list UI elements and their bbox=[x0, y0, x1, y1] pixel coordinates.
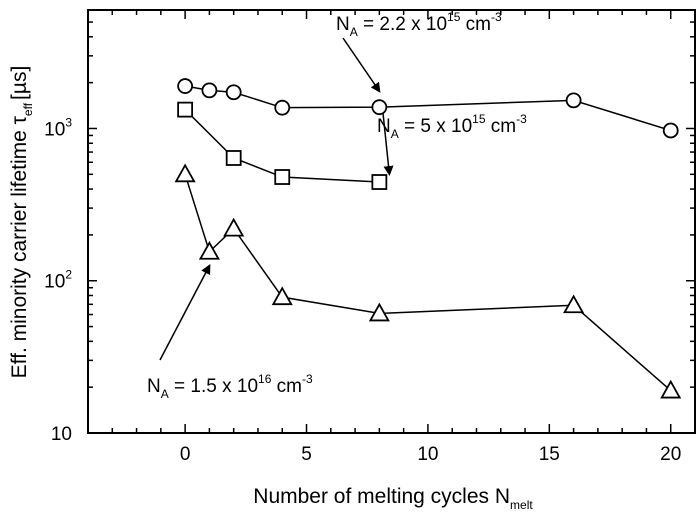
data-point bbox=[371, 99, 388, 116]
data-point bbox=[201, 82, 218, 99]
x-tick-label: 0 bbox=[180, 444, 191, 465]
annotation-label: NA = 5 x 1015 cm-3 bbox=[377, 112, 527, 141]
x-tick-label: 10 bbox=[417, 444, 438, 465]
annotation-label: NA = 2.2 x 1015 cm-3 bbox=[336, 10, 502, 39]
data-point bbox=[198, 240, 220, 260]
series-line bbox=[184, 109, 380, 183]
annotation: NA = 5 x 1015 cm-3 bbox=[377, 112, 527, 177]
y-tick-label: 10 bbox=[51, 424, 72, 445]
data-point bbox=[371, 174, 388, 190]
annotation-arrow bbox=[382, 112, 394, 177]
data-point bbox=[563, 294, 585, 314]
data-point bbox=[274, 169, 291, 185]
data-point bbox=[174, 163, 196, 183]
data-point bbox=[225, 150, 242, 166]
annotation: NA = 2.2 x 1015 cm-3 bbox=[336, 10, 502, 93]
annotation-arrow bbox=[159, 263, 211, 361]
data-point bbox=[368, 302, 390, 322]
data-point bbox=[177, 78, 194, 94]
y-tick-label: 102 bbox=[44, 268, 72, 293]
annotation-label: NA = 1.5 x 1016 cm-3 bbox=[147, 372, 313, 401]
data-point bbox=[662, 122, 679, 139]
axis-ticks: 0 5 10 15 20 10 102 103 bbox=[44, 9, 696, 465]
x-axis-title: Number of melting cycles Nmelt bbox=[253, 485, 533, 512]
series-square bbox=[177, 101, 388, 190]
data-point bbox=[177, 101, 194, 118]
data-point bbox=[271, 286, 293, 306]
annotations-layer: NA = 2.2 x 1015 cm-3 NA = 5 x 1015 cm-3 NA… bbox=[147, 10, 527, 401]
data-point bbox=[223, 217, 245, 237]
series-circle bbox=[177, 78, 679, 139]
annotation-arrow bbox=[342, 37, 381, 93]
series-layer bbox=[174, 78, 682, 399]
y-axis-title: Eff. minority carrier lifetime τeff[µs] bbox=[8, 66, 35, 379]
data-point bbox=[274, 99, 291, 116]
series-triangle bbox=[174, 163, 682, 399]
series-line bbox=[184, 174, 672, 392]
x-tick-label: 5 bbox=[301, 444, 312, 465]
x-tick-label: 15 bbox=[539, 444, 560, 465]
data-point bbox=[565, 92, 582, 109]
annotation: NA = 1.5 x 1016 cm-3 bbox=[147, 263, 313, 401]
y-tick-label: 103 bbox=[44, 115, 72, 140]
data-point bbox=[660, 379, 682, 399]
x-tick-label: 20 bbox=[660, 444, 681, 465]
data-point bbox=[225, 84, 242, 101]
plot-frame bbox=[87, 9, 696, 434]
